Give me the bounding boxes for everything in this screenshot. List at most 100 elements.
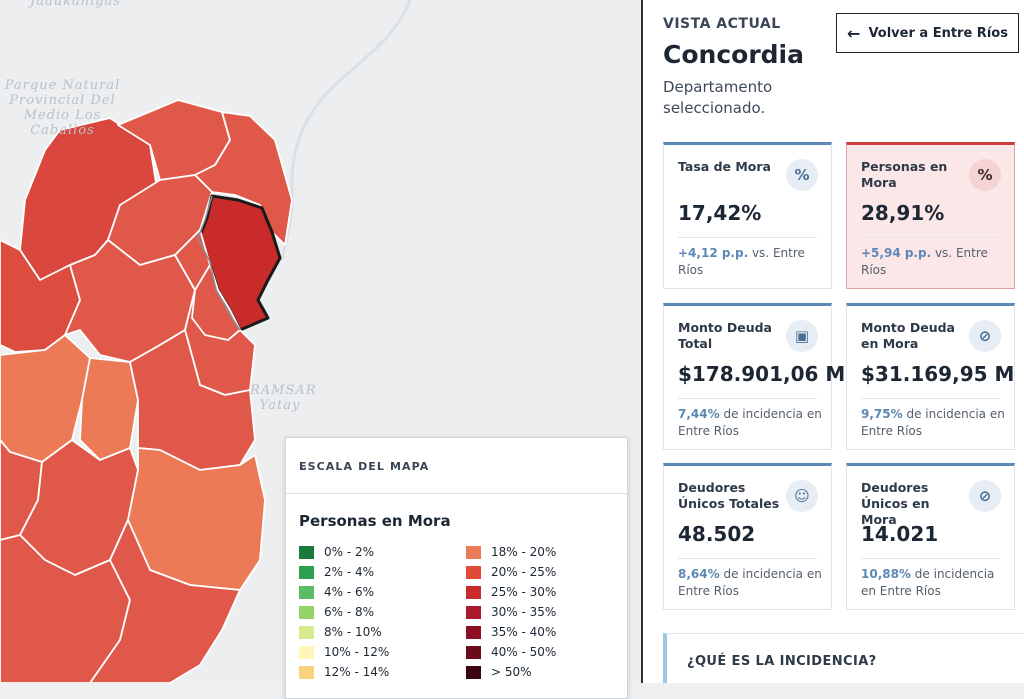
card-footnote: +5,94 p.p. vs. Entre Ríos [861, 245, 1006, 279]
card-monto-deuda-total: Monto Deuda Total ▣ $178.901,06 M 7,44% de … [663, 303, 845, 450]
legend-swatch [299, 545, 314, 559]
legend-swatch [466, 585, 481, 599]
page-title: Concordia [663, 40, 804, 69]
department-nogoya[interactable] [79, 357, 139, 461]
legend-header[interactable]: ESCALA DEL MAPA ⌄ [286, 438, 627, 494]
card-foot-text: de incidencia en Entre Ríos [678, 567, 822, 598]
arrow-left-icon: ← [847, 23, 861, 43]
legend-item: 18% - 20% [466, 542, 556, 562]
card-foot-text: de incidencia en Entre Ríos [861, 567, 995, 598]
card-value: 28,91% [861, 201, 945, 225]
legend-label: > 50% [491, 665, 532, 679]
card-delta: 7,44% [678, 407, 720, 421]
card-value: $178.901,06 M [678, 362, 846, 386]
back-button-label: Volver a Entre Ríos [868, 25, 1008, 41]
legend-label: 8% - 10% [324, 625, 382, 639]
legend-swatch [466, 565, 481, 579]
map-legend: ESCALA DEL MAPA ⌄ Personas en Mora 0% - … [285, 437, 628, 699]
card-foot-text: vs. Entre Ríos [678, 246, 805, 277]
department-islas[interactable] [89, 519, 241, 683]
detail-panel: VISTA ACTUAL Concordia Departamento sele… [643, 0, 1024, 683]
map-canvas[interactable] [0, 0, 641, 683]
legend-item: 20% - 25% [466, 562, 556, 582]
legend-swatch [299, 645, 314, 659]
users-icon: ☺ [786, 480, 818, 512]
legend-label: 30% - 35% [491, 605, 557, 619]
view-eyebrow: VISTA ACTUAL [663, 16, 781, 32]
card-foot-text: vs. Entre Ríos [861, 246, 988, 277]
legend-item: 12% - 14% [299, 662, 389, 682]
page-subtitle: Departamento seleccionado. [663, 78, 773, 117]
card-footnote: 10,88% de incidencia en Entre Ríos [861, 566, 1006, 600]
card-separator [678, 558, 817, 559]
card-footnote: 9,75% de incidencia en Entre Ríos [861, 406, 1006, 440]
legend-label: 2% - 4% [324, 565, 375, 579]
card-monto-deuda-en-mora: Monto Deuda en Mora ⊘ $31.169,95 M 9,75% de… [846, 303, 1015, 450]
card-deudores-unicos-totales: Deudores Únicos Totales ☺ 48.502 8,64% de i… [663, 463, 832, 610]
card-separator [678, 237, 817, 238]
card-separator [861, 558, 1000, 559]
legend-label: 0% - 2% [324, 545, 375, 559]
card-value: 17,42% [678, 201, 762, 225]
legend-swatch [466, 625, 481, 639]
card-delta: +5,94 p.p. [861, 246, 932, 260]
card-delta: +4,12 p.p. [678, 246, 749, 260]
card-label: Tasa de Mora [678, 159, 771, 174]
legend-item: 2% - 4% [299, 562, 389, 582]
card-value: 48.502 [678, 522, 756, 546]
percent-icon: % [969, 159, 1001, 191]
card-footnote: 8,64% de incidencia en Entre Ríos [678, 566, 823, 600]
border-line [197, 195, 241, 331]
money-off-icon: ⊘ [969, 320, 1001, 352]
money-icon: ▣ [786, 320, 818, 352]
river-line [280, 0, 412, 261]
card-separator [678, 398, 817, 399]
legend-item: 8% - 10% [299, 622, 389, 642]
legend-label: 18% - 20% [491, 545, 557, 559]
map-label-park: Parque Natural Provincial Del Medio Los … [4, 78, 121, 138]
legend-swatch [299, 665, 314, 679]
card-label: Deudores Únicos en Mora [861, 480, 930, 527]
legend-swatch [466, 645, 481, 659]
legend-swatch [299, 585, 314, 599]
department-federacion[interactable] [194, 111, 293, 246]
legend-swatch [299, 605, 314, 619]
legend-header-label: ESCALA DEL MAPA [299, 460, 430, 473]
chevron-down-icon[interactable]: ⌄ [299, 460, 310, 473]
legend-item: > 50% [466, 662, 556, 682]
incidence-info-box[interactable]: ¿QUÉ ES LA INCIDENCIA? [663, 633, 1024, 683]
legend-swatch [299, 625, 314, 639]
card-delta: 10,88% [861, 567, 911, 581]
legend-item: 6% - 8% [299, 602, 389, 622]
legend-swatch [466, 665, 481, 679]
legend-label: 35% - 40% [491, 625, 557, 639]
incidence-info-heading: ¿QUÉ ES LA INCIDENCIA? [687, 654, 877, 669]
card-delta: 8,64% [678, 567, 720, 581]
back-to-entre-rios-button[interactable]: ← Volver a Entre Ríos [836, 13, 1019, 53]
legend-label: 40% - 50% [491, 645, 557, 659]
card-foot-text: de incidencia en Entre Ríos [861, 407, 1005, 438]
card-footnote: 7,44% de incidencia en Entre Ríos [678, 406, 823, 440]
card-footnote: +4,12 p.p. vs. Entre Ríos [678, 245, 823, 279]
card-label: Personas en Mora [861, 159, 948, 190]
card-label: Monto Deuda Total [678, 320, 772, 351]
panel-divider[interactable] [641, 0, 643, 683]
map-label-ramsar: RAMSAR Yatay [250, 383, 317, 413]
card-separator [861, 237, 1000, 238]
legend-item: 35% - 40% [466, 622, 556, 642]
card-personas-en-mora: Personas en Mora% 28,91% +5,94 p.p. vs. En… [846, 142, 1015, 289]
legend-label: 20% - 25% [491, 565, 557, 579]
department-tala[interactable] [191, 264, 241, 341]
legend-column-right: 18% - 20% 20% - 25% 25% - 30% 30% - 35% 35% … [466, 542, 556, 682]
legend-swatch [466, 605, 481, 619]
card-tasa-de-mora: Tasa de Mora% 17,42% +4,12 p.p. vs. Entre … [663, 142, 832, 289]
legend-item: 10% - 12% [299, 642, 389, 662]
legend-item: 40% - 50% [466, 642, 556, 662]
card-value: 14.021 [861, 522, 939, 546]
percent-icon: % [786, 159, 818, 191]
map-view[interactable]: Jaaukanigas Parque Natural Provincial De… [0, 0, 641, 683]
legend-label: 12% - 14% [324, 665, 390, 679]
legend-column-left: 0% - 2% 2% - 4% 4% - 6% 6% - 8% 8% - 10% 10% … [299, 542, 389, 682]
legend-title: Personas en Mora [299, 512, 451, 530]
map-label-top: Jaaukanigas [30, 0, 121, 9]
